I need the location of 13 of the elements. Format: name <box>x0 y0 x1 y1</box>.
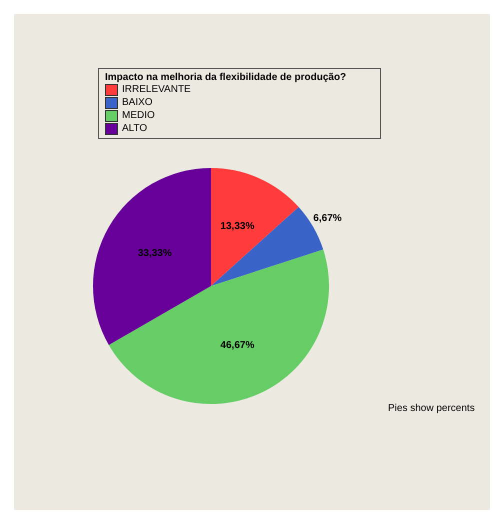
legend-title: Impacto na melhoria da flexibilidade de produção? <box>105 72 348 83</box>
data-label: 33,33% <box>138 248 172 260</box>
legend-label: BAIXO <box>122 97 153 108</box>
legend-label: MEDIO <box>122 110 155 121</box>
data-label: 6,67% <box>313 213 342 224</box>
pie-slice <box>93 168 211 345</box>
text: Pies show percents <box>388 403 475 414</box>
data-label: 13,33% <box>220 221 254 232</box>
pie-slice <box>211 168 299 286</box>
data-label: 46,67% <box>220 340 254 351</box>
legend-label: IRRELEVANTE <box>122 84 191 95</box>
pie-slice <box>108 250 329 404</box>
legend-label: ALTO <box>122 123 148 134</box>
